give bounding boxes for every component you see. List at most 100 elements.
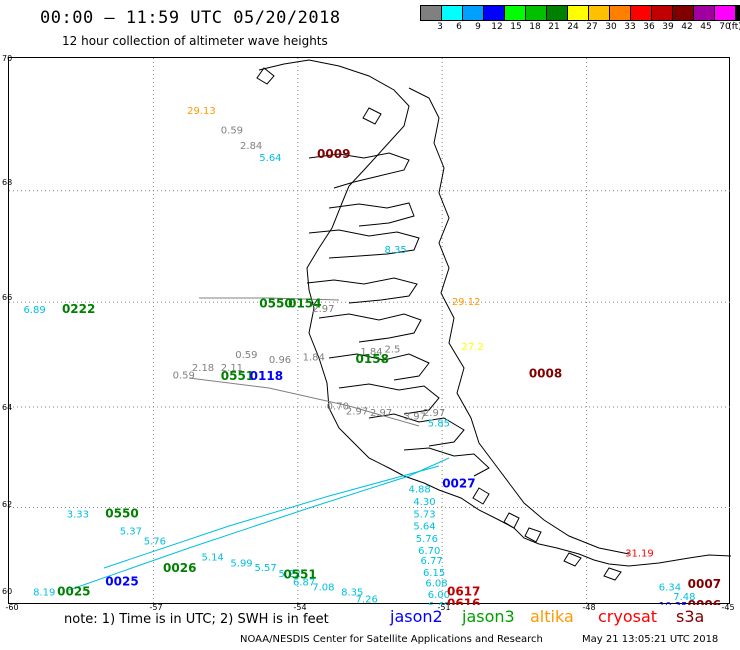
legend-label-42: 42 [681,22,693,32]
wave-height-value: 8.35 [384,245,406,256]
wave-height-value: 3.97 [404,412,426,423]
pass-time-label: 0616 [447,596,480,605]
track-cryosat-nw [199,297,340,301]
wave-height-value: 2.5 [384,345,400,356]
track-jason2-mid [188,377,420,427]
wave-height-value: 6.08 [425,579,447,590]
wave-height-value: 4.30 [413,497,435,508]
pass-time-label: 0551 [221,369,254,383]
lat-lon-grid [9,58,731,605]
lat-tick-60: 60 [2,587,13,596]
lon-tick-48: -48 [582,603,596,612]
wave-height-value: 6.89 [23,305,45,316]
wave-height-value: 1.84 [360,347,382,358]
map-frame[interactable]: 29.13 0.59 2.84 5.64 8.35 29.12 6.89 2.97 0.59 0.… [8,57,732,612]
satellite-label-s3a: s3a [676,607,705,626]
wave-height-value: 0.96 [269,355,291,366]
wave-height-value: 0.59 [221,125,243,136]
pass-time-label: 0222 [62,302,95,316]
pass-time-label: 0025 [105,575,138,589]
color-legend [420,5,740,21]
wave-height-value: 1.84 [303,352,325,363]
legend-swatch-70 [735,5,740,21]
pass-time-label: 0008 [529,367,562,381]
legend-label-6: 6 [456,22,462,32]
legend-label-24: 24 [567,22,579,32]
wave-height-value: 0.70 [327,402,349,413]
wave-height-value: 2.97 [346,407,368,418]
legend-swatch-6 [441,5,463,21]
wave-height-value: 27.2 [461,342,483,353]
legend-swatch-21 [546,5,568,21]
legend-label-15: 15 [510,22,522,32]
wave-height-value: 6.77 [421,556,443,567]
lat-tick-70: 70 [2,54,13,63]
wave-height-value: 3.33 [67,509,89,520]
wave-height-value: 0.59 [235,350,257,361]
pass-time-label: 0026 [163,561,196,575]
legend-swatch-3 [420,5,442,21]
wave-height-value: 5.85 [428,418,450,429]
legend-label-30: 30 [605,22,617,32]
pass-time-label: 0550 [259,297,292,311]
legend-label-36: 36 [643,22,655,32]
coastline-east-fjords [408,87,630,555]
coastline [256,59,732,581]
lat-tick-68: 68 [2,178,13,187]
wave-height-value: 5.14 [202,552,224,563]
legend-swatch-42 [693,5,715,21]
altimeter-tracks [68,297,450,591]
wave-height-value: 2.97 [312,304,334,315]
wave-height-value: 29.12 [452,297,481,308]
lon-tick-45: -45 [721,603,735,612]
legend-swatch-39 [672,5,694,21]
pass-time-label: 0550 [105,506,138,520]
legend-swatch-12 [483,5,505,21]
legend-swatch-30 [609,5,631,21]
track-jason3-south [103,465,440,569]
wave-height-value: 6.34 [659,583,681,594]
wave-height-value: 7.48 [673,592,695,603]
legend-label-12: 12 [491,22,503,32]
lat-tick-66: 66 [2,293,13,302]
wave-height-value: 7.08 [312,583,334,594]
pass-time-label: 0154 [288,297,321,311]
legend-swatch-9 [462,5,484,21]
pass-time-label: 0158 [356,352,389,366]
coastline-icecap [258,59,732,567]
lat-tick-64: 64 [2,403,13,412]
wave-height-value: 2.84 [240,141,262,152]
legend-swatch-33 [630,5,652,21]
legend-label-45: 45 [700,22,712,32]
wave-height-value: 7.26 [356,595,378,605]
legend-label-3: 3 [437,22,443,32]
wave-height-value: 5.37 [120,527,142,538]
legend-label-21: 21 [548,22,560,32]
wave-height-value: 5.76 [416,534,438,545]
wave-height-value: 2.11 [221,363,243,374]
coastline-fjords-mid [318,313,490,477]
lon-tick-54: -54 [293,603,307,612]
legend-swatch-27 [588,5,610,21]
wave-height-value: 31.19 [625,549,654,560]
wave-height-value: 29.13 [187,106,216,117]
lon-tick-51: -51 [437,603,451,612]
legend-swatch-15 [504,5,526,21]
satellite-label-jason2: jason2 [390,607,443,626]
legend-swatch-24 [567,5,589,21]
lat-tick-62: 62 [2,500,13,509]
wave-height-value: 2.18 [192,363,214,374]
pass-time-label: 0118 [250,369,283,383]
wave-height-value: 2.97 [423,408,445,419]
satellite-label-altika: altika [530,607,574,626]
wave-height-value: 6.87 [293,578,315,589]
wave-height-value: 6.15 [423,568,445,579]
wave-height-value: 10.35 [659,601,688,605]
coastline-fjords-north [306,152,420,304]
legend-label-39: 39 [662,22,674,32]
legend-label-9: 9 [475,22,481,32]
wave-height-value: 8.19 [33,587,55,598]
